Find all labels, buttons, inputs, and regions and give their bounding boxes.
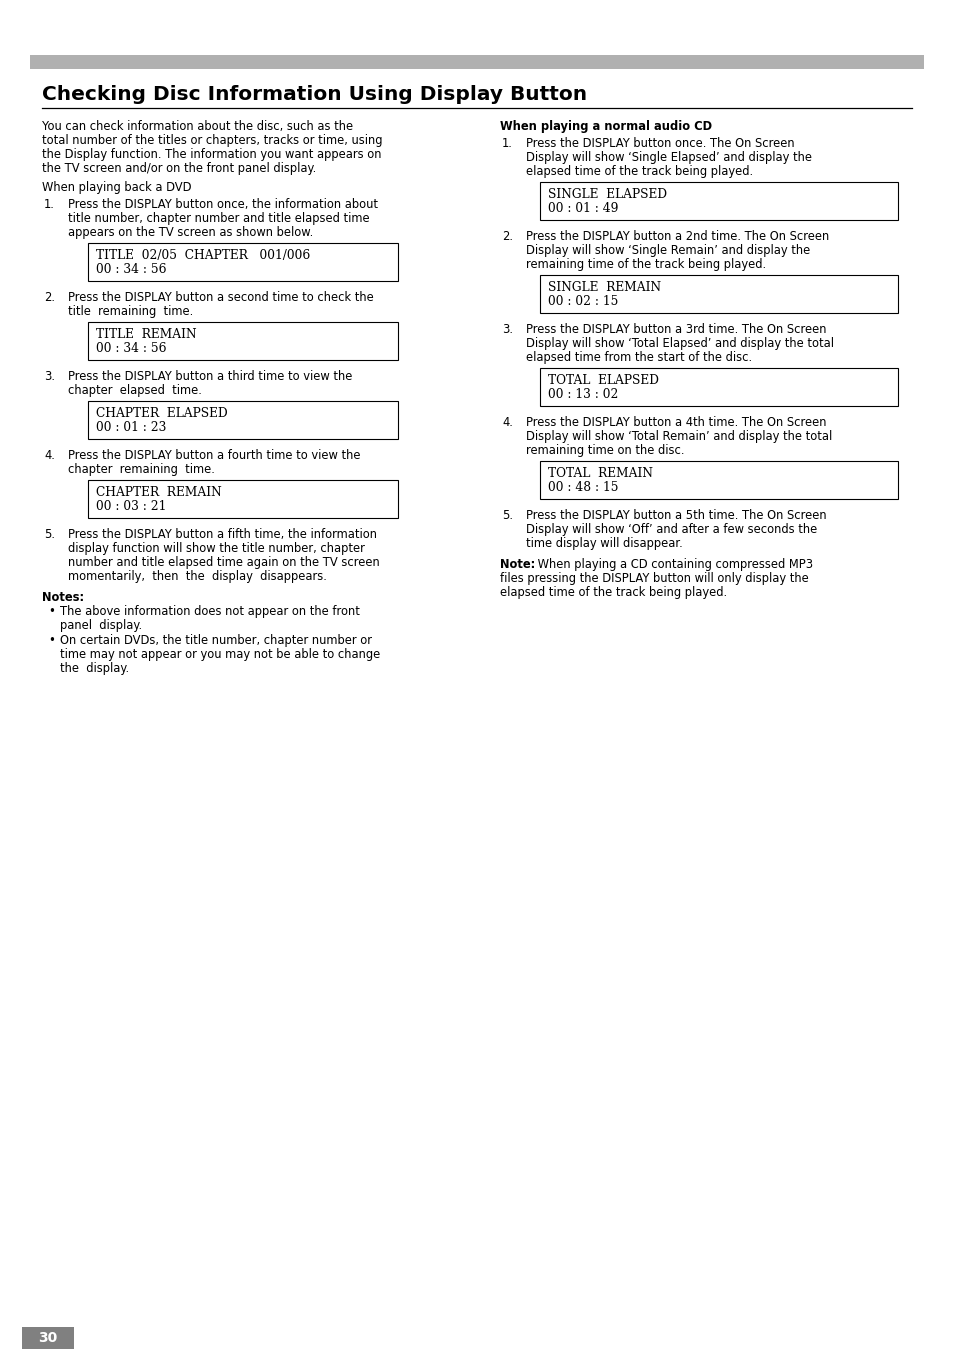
Text: Press the DISPLAY button a third time to view the: Press the DISPLAY button a third time to… [68, 370, 352, 382]
Text: time may not appear or you may not be able to change: time may not appear or you may not be ab… [60, 648, 380, 661]
Text: 1.: 1. [501, 136, 513, 150]
Text: number and title elapsed time again on the TV screen: number and title elapsed time again on t… [68, 557, 379, 569]
FancyBboxPatch shape [539, 367, 897, 407]
Text: 5.: 5. [501, 509, 513, 521]
Text: files pressing the DISPLAY button will only display the: files pressing the DISPLAY button will o… [499, 571, 808, 585]
Bar [22, 1327, 74, 1350]
Text: 00 : 34 : 56: 00 : 34 : 56 [96, 342, 167, 355]
FancyBboxPatch shape [539, 461, 897, 499]
Text: remaining time of the track being played.: remaining time of the track being played… [525, 258, 765, 272]
Text: 00 : 02 : 15: 00 : 02 : 15 [547, 295, 618, 308]
Text: You can check information about the disc, such as the: You can check information about the disc… [42, 120, 353, 132]
Text: total number of the titles or chapters, tracks or time, using: total number of the titles or chapters, … [42, 134, 382, 147]
Text: 00 : 01 : 49: 00 : 01 : 49 [547, 203, 618, 215]
Text: 4.: 4. [501, 416, 513, 430]
Text: remaining time on the disc.: remaining time on the disc. [525, 444, 684, 457]
Text: When playing back a DVD: When playing back a DVD [42, 181, 192, 195]
Text: TOTAL  REMAIN: TOTAL REMAIN [547, 467, 652, 480]
Text: 5.: 5. [44, 528, 55, 540]
Text: Display will show ‘Total Remain’ and display the total: Display will show ‘Total Remain’ and dis… [525, 430, 831, 443]
Text: Note:: Note: [499, 558, 535, 571]
Text: •: • [48, 634, 55, 647]
Text: CHAPTER  ELAPSED: CHAPTER ELAPSED [96, 407, 228, 420]
Text: When playing a CD containing compressed MP3: When playing a CD containing compressed … [534, 558, 812, 571]
Text: Display will show ‘Single Remain’ and display the: Display will show ‘Single Remain’ and di… [525, 245, 809, 257]
Text: When playing a normal audio CD: When playing a normal audio CD [499, 120, 711, 132]
Text: chapter  elapsed  time.: chapter elapsed time. [68, 384, 202, 397]
Text: CHAPTER  REMAIN: CHAPTER REMAIN [96, 486, 221, 499]
Text: SINGLE  ELAPSED: SINGLE ELAPSED [547, 188, 666, 201]
Text: the TV screen and/or on the front panel display.: the TV screen and/or on the front panel … [42, 162, 315, 176]
Text: 2.: 2. [44, 290, 55, 304]
Text: 00 : 48 : 15: 00 : 48 : 15 [547, 481, 618, 494]
Text: 00 : 03 : 21: 00 : 03 : 21 [96, 500, 166, 513]
Text: the Display function. The information you want appears on: the Display function. The information yo… [42, 149, 381, 161]
Text: display function will show the title number, chapter: display function will show the title num… [68, 542, 364, 555]
Text: Press the DISPLAY button a 5th time. The On Screen: Press the DISPLAY button a 5th time. The… [525, 509, 825, 521]
Text: panel  display.: panel display. [60, 619, 142, 632]
Text: 3.: 3. [44, 370, 55, 382]
Text: title number, chapter number and title elapsed time: title number, chapter number and title e… [68, 212, 369, 226]
Text: 00 : 13 : 02: 00 : 13 : 02 [547, 388, 618, 401]
Text: 3.: 3. [501, 323, 513, 336]
FancyBboxPatch shape [88, 401, 397, 439]
Text: 00 : 01 : 23: 00 : 01 : 23 [96, 422, 166, 434]
Text: time display will disappear.: time display will disappear. [525, 536, 682, 550]
Text: Notes:: Notes: [42, 590, 84, 604]
Bar [30, 55, 923, 69]
Text: On certain DVDs, the title number, chapter number or: On certain DVDs, the title number, chapt… [60, 634, 372, 647]
Text: Press the DISPLAY button a second time to check the: Press the DISPLAY button a second time t… [68, 290, 374, 304]
Text: Press the DISPLAY button a 4th time. The On Screen: Press the DISPLAY button a 4th time. The… [525, 416, 825, 430]
Text: title  remaining  time.: title remaining time. [68, 305, 193, 317]
Text: Press the DISPLAY button a fifth time, the information: Press the DISPLAY button a fifth time, t… [68, 528, 376, 540]
Text: Press the DISPLAY button a 2nd time. The On Screen: Press the DISPLAY button a 2nd time. The… [525, 230, 828, 243]
Text: 4.: 4. [44, 449, 55, 462]
Text: TITLE  02/05  CHAPTER   001/006: TITLE 02/05 CHAPTER 001/006 [96, 249, 310, 262]
Text: appears on the TV screen as shown below.: appears on the TV screen as shown below. [68, 226, 313, 239]
Text: Press the DISPLAY button a fourth time to view the: Press the DISPLAY button a fourth time t… [68, 449, 360, 462]
Text: momentarily,  then  the  display  disappears.: momentarily, then the display disappears… [68, 570, 327, 584]
Text: elapsed time from the start of the disc.: elapsed time from the start of the disc. [525, 351, 751, 363]
Text: Display will show ‘Off’ and after a few seconds the: Display will show ‘Off’ and after a few … [525, 523, 817, 536]
Text: 2.: 2. [501, 230, 513, 243]
Text: TITLE  REMAIN: TITLE REMAIN [96, 328, 196, 340]
FancyBboxPatch shape [539, 182, 897, 220]
FancyBboxPatch shape [88, 243, 397, 281]
Text: 1.: 1. [44, 199, 55, 211]
Text: 30: 30 [38, 1331, 57, 1346]
Text: •: • [48, 605, 55, 617]
Text: SINGLE  REMAIN: SINGLE REMAIN [547, 281, 660, 295]
Text: Display will show ‘Total Elapsed’ and display the total: Display will show ‘Total Elapsed’ and di… [525, 336, 833, 350]
Text: elapsed time of the track being played.: elapsed time of the track being played. [499, 586, 726, 598]
Text: the  display.: the display. [60, 662, 129, 676]
FancyBboxPatch shape [88, 480, 397, 517]
Text: Press the DISPLAY button once, the information about: Press the DISPLAY button once, the infor… [68, 199, 377, 211]
FancyBboxPatch shape [88, 322, 397, 359]
Text: The above information does not appear on the front: The above information does not appear on… [60, 605, 359, 617]
Text: TOTAL  ELAPSED: TOTAL ELAPSED [547, 374, 659, 386]
Text: Display will show ‘Single Elapsed’ and display the: Display will show ‘Single Elapsed’ and d… [525, 151, 811, 163]
Text: 00 : 34 : 56: 00 : 34 : 56 [96, 263, 167, 276]
FancyBboxPatch shape [539, 276, 897, 313]
Text: Press the DISPLAY button once. The On Screen: Press the DISPLAY button once. The On Sc… [525, 136, 794, 150]
Text: Checking Disc Information Using Display Button: Checking Disc Information Using Display … [42, 85, 586, 104]
Text: chapter  remaining  time.: chapter remaining time. [68, 463, 214, 476]
Text: Press the DISPLAY button a 3rd time. The On Screen: Press the DISPLAY button a 3rd time. The… [525, 323, 825, 336]
Text: elapsed time of the track being played.: elapsed time of the track being played. [525, 165, 752, 178]
